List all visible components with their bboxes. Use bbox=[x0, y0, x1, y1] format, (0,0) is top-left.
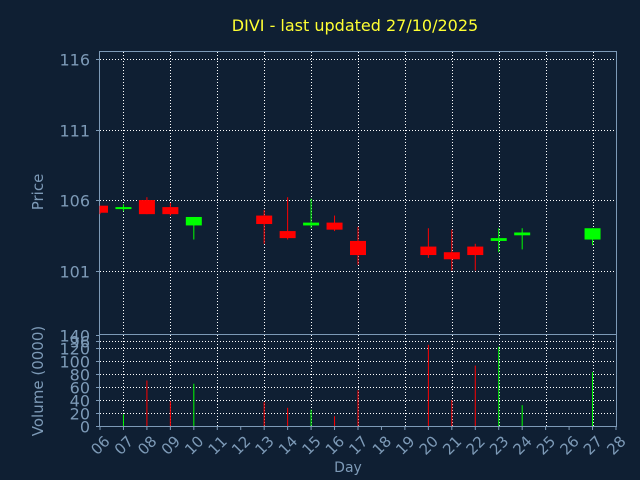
candle-body bbox=[490, 238, 507, 241]
volume-tick-label: 40 bbox=[70, 392, 90, 411]
candle-body bbox=[162, 207, 179, 215]
candle bbox=[303, 198, 320, 229]
candle-body bbox=[100, 205, 108, 213]
candle-body bbox=[303, 222, 320, 226]
candle bbox=[326, 215, 343, 232]
candle-body bbox=[443, 252, 460, 260]
candle bbox=[162, 202, 179, 216]
candle bbox=[514, 228, 531, 250]
candle bbox=[467, 243, 484, 271]
volume-tick-label: 120 bbox=[59, 340, 90, 359]
volume-axis-label: Volume (0000) bbox=[29, 326, 47, 436]
candle-body bbox=[420, 246, 437, 256]
volume-tick-label: 0 bbox=[80, 418, 90, 437]
chart-title: DIVI - last updated 27/10/2025 bbox=[232, 16, 478, 35]
price-axis-label: Price bbox=[29, 174, 47, 211]
price-tick-label: 116 bbox=[59, 51, 90, 70]
candle-body bbox=[584, 228, 601, 240]
candle bbox=[350, 226, 366, 265]
candle bbox=[279, 197, 296, 240]
volume-tick-label: 60 bbox=[70, 379, 90, 398]
candle-body bbox=[514, 232, 531, 236]
day-axis-label: Day bbox=[334, 460, 362, 476]
candle-body bbox=[467, 246, 484, 256]
candle bbox=[138, 197, 155, 215]
candle bbox=[490, 228, 507, 253]
price-tick-label: 106 bbox=[59, 192, 90, 211]
candle-body bbox=[185, 216, 202, 226]
volume-tick-label: 140 bbox=[59, 327, 90, 346]
price-tick-label: 111 bbox=[59, 122, 90, 141]
candle-body bbox=[350, 240, 366, 256]
price-tick-label: 96 bbox=[70, 333, 90, 352]
candle bbox=[256, 209, 273, 244]
volume-tick-label: 80 bbox=[70, 366, 90, 385]
candle-body bbox=[326, 222, 343, 230]
candle bbox=[443, 229, 460, 271]
price-axis-ticks: 96 101 106 111 116 bbox=[59, 51, 100, 352]
candle bbox=[185, 216, 202, 240]
candle-body bbox=[256, 215, 273, 225]
volume-tick-label: 100 bbox=[59, 353, 90, 372]
candle-body bbox=[138, 200, 155, 215]
candle-body bbox=[115, 207, 132, 210]
candle bbox=[584, 228, 601, 246]
candle bbox=[99, 205, 108, 215]
volume-series bbox=[122, 344, 594, 426]
candle bbox=[115, 204, 132, 212]
volume-tick-label: 20 bbox=[70, 405, 90, 424]
price-tick-label: 101 bbox=[59, 263, 90, 282]
candle bbox=[420, 228, 437, 258]
candle-body bbox=[279, 231, 296, 239]
candlestick-series bbox=[99, 197, 601, 271]
